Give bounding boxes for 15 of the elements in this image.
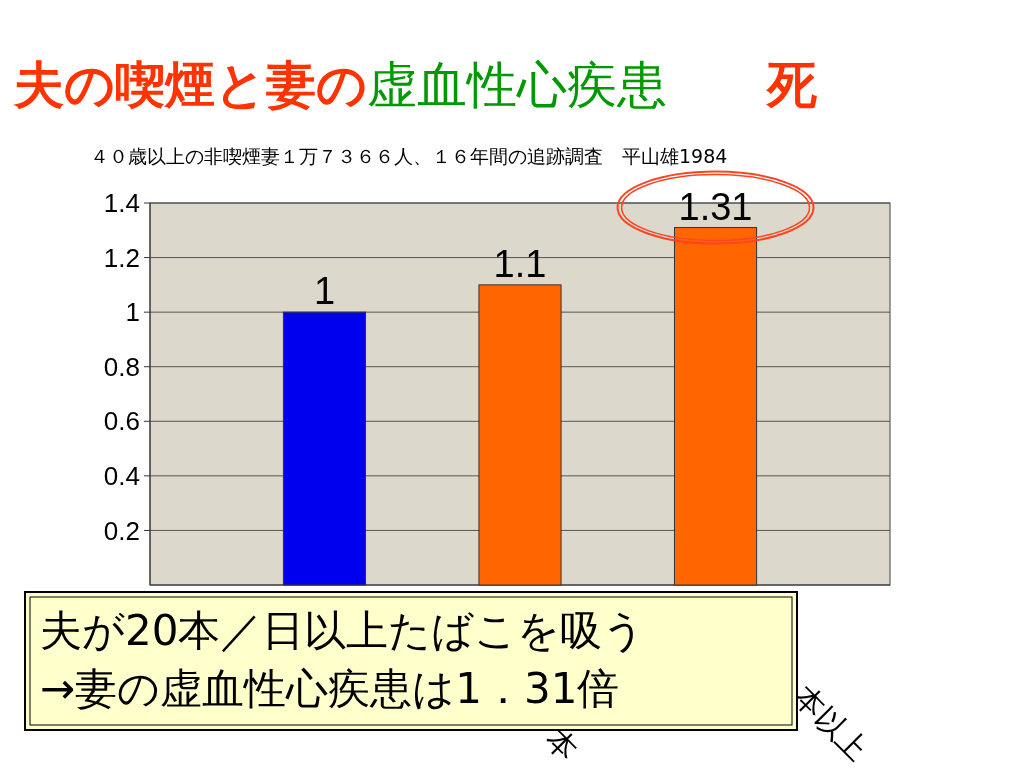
y-tick-label: 0.2	[103, 515, 140, 546]
data-label: 1.31	[678, 185, 753, 228]
y-tick-label: 0.6	[103, 406, 140, 437]
chart-title: 夫の喫煙と妻の虚血性心疾患 死	[14, 56, 817, 114]
text: 夫が20本／日以上たばこを吸う	[40, 606, 646, 655]
x-tick-label: 本以上	[786, 678, 876, 767]
y-tick-label: 1.2	[103, 242, 140, 273]
text: →妻の虚血性心疾患は1．31倍	[40, 664, 620, 713]
y-tick-label: 1.4	[103, 188, 140, 219]
data-label: 1	[313, 270, 336, 313]
y-tick-label: 0.8	[103, 351, 140, 382]
y-tick-label: 0.4	[103, 460, 140, 491]
y-tick-label: 1	[125, 297, 140, 328]
x-tick-label: 本	[538, 720, 585, 767]
chart-subtitle: ４０歳以上の非喫煙妻１万７３６６人、１６年間の追跡調査 平山雄1984	[90, 145, 728, 167]
